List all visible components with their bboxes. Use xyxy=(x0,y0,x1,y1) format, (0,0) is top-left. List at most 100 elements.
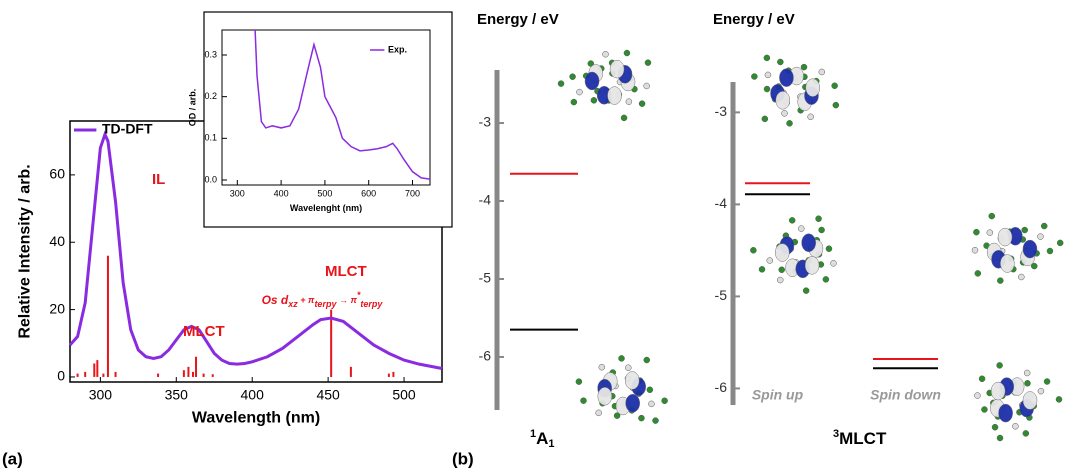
atom xyxy=(576,89,582,95)
atom xyxy=(751,74,757,80)
atom xyxy=(1047,248,1053,254)
x-axis-title: Wavelenght (nm) xyxy=(290,203,362,213)
atom xyxy=(972,247,978,253)
atom xyxy=(558,81,564,87)
orbital-lobe xyxy=(991,382,1005,400)
state-label: 1A1 xyxy=(530,428,555,450)
atom xyxy=(979,376,985,382)
state-label: 3MLCT xyxy=(833,428,887,449)
orbital-lobe xyxy=(998,228,1012,246)
atom xyxy=(639,101,645,107)
atom xyxy=(801,64,807,70)
orbital-lobe xyxy=(1000,255,1014,273)
atom xyxy=(808,114,814,120)
atom xyxy=(1012,423,1018,429)
state-label-sub: 1 xyxy=(548,438,554,450)
atom xyxy=(625,365,631,371)
orbital-lobe xyxy=(779,69,793,87)
atom xyxy=(997,278,1003,284)
formula-part: terpy xyxy=(360,299,383,309)
y-tick-label: -3 xyxy=(715,103,728,119)
y-axis-title: Relative Intensity / arb. xyxy=(16,164,33,338)
x-tick-label: 350 xyxy=(165,387,189,403)
atom xyxy=(787,120,793,126)
atom xyxy=(624,50,630,56)
atom xyxy=(762,116,768,122)
formula-part: → π xyxy=(336,295,357,305)
orbital-lobe xyxy=(802,234,816,252)
atom xyxy=(765,72,771,78)
atom xyxy=(1038,388,1044,394)
legend-label: Exp. xyxy=(388,44,407,54)
atom xyxy=(789,217,795,223)
y-tick-label: 0 xyxy=(57,368,65,384)
atom xyxy=(819,69,825,75)
annotation: MLCT xyxy=(183,323,225,340)
column-label: Spin down xyxy=(870,387,941,403)
atom xyxy=(989,213,995,219)
atom xyxy=(816,216,822,222)
atom xyxy=(819,227,825,233)
column-label: Spin up xyxy=(752,387,804,403)
state-label-main: A xyxy=(536,429,548,448)
atom xyxy=(992,424,998,430)
atom xyxy=(621,115,627,121)
atom xyxy=(599,364,605,370)
x-axis-title: Wavelength (nm) xyxy=(192,410,320,427)
atom xyxy=(823,276,829,282)
atom xyxy=(830,260,836,266)
orbital-lobe xyxy=(1023,240,1037,258)
annotation: MLCT xyxy=(325,263,367,280)
atom xyxy=(1041,223,1047,229)
atom xyxy=(1024,370,1030,376)
x-tick-label: 450 xyxy=(316,387,340,403)
orbital-lobe xyxy=(585,72,599,90)
atom xyxy=(1018,274,1024,280)
orbital-lobe xyxy=(626,394,640,412)
atom xyxy=(647,387,653,393)
atom xyxy=(997,435,1003,441)
atom xyxy=(974,393,980,399)
atom xyxy=(987,230,993,236)
y-tick-label: -4 xyxy=(479,192,492,208)
y-tick-label: 0.2 xyxy=(204,91,217,101)
atom xyxy=(1037,234,1043,240)
atom xyxy=(570,74,576,80)
atom xyxy=(764,55,770,61)
x-tick-label: 300 xyxy=(89,387,113,403)
atom xyxy=(644,357,650,363)
figure: 3003504004505000204060Wavelength (nm)Rel… xyxy=(0,0,1076,471)
y-tick-label: 60 xyxy=(49,166,65,182)
atom xyxy=(1022,227,1028,233)
atom xyxy=(571,99,577,105)
panel-label: (a) xyxy=(2,449,23,468)
orbital-lobe xyxy=(806,79,820,97)
atom xyxy=(1057,240,1063,246)
atom xyxy=(591,97,597,103)
atom xyxy=(764,86,770,92)
atom xyxy=(750,247,756,253)
atom xyxy=(777,59,783,65)
x-tick-label: 600 xyxy=(361,188,376,198)
orbital-lobe xyxy=(805,256,819,274)
molecule-renderings xyxy=(558,50,1063,441)
atom xyxy=(580,398,586,404)
atom xyxy=(798,226,804,232)
atom xyxy=(973,229,979,235)
y-tick-label: -6 xyxy=(479,348,492,364)
orbital-lobe xyxy=(598,387,612,405)
y-tick-label: -5 xyxy=(479,270,492,286)
x-tick-label: 400 xyxy=(274,188,289,198)
y-tick-label: -5 xyxy=(715,287,728,303)
atom xyxy=(759,266,765,272)
atom xyxy=(653,418,659,424)
x-tick-label: 500 xyxy=(317,188,332,198)
x-tick-label: 500 xyxy=(392,387,416,403)
orbital-lobe xyxy=(610,60,624,78)
atom xyxy=(644,83,650,89)
atom xyxy=(1044,379,1050,385)
annotation: IL xyxy=(152,171,165,188)
axis-title: Energy / eV xyxy=(477,11,559,28)
formula-part: Os d xyxy=(262,293,289,307)
atom xyxy=(648,401,654,407)
